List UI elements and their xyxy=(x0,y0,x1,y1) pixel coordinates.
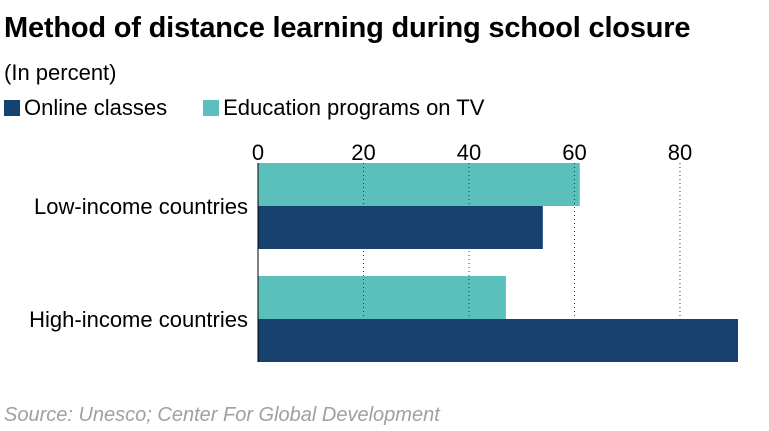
x-tick-label-80: 80 xyxy=(668,140,692,165)
chart-title: Method of distance learning during schoo… xyxy=(4,12,691,44)
category-label-high-income: High-income countries xyxy=(29,307,248,332)
legend-label-education-tv: Education programs on TV xyxy=(223,95,485,120)
bar-education-tv-high-income xyxy=(258,276,506,319)
x-tick-label-40: 40 xyxy=(457,140,481,165)
chart-legend: Online classes Education programs on TV xyxy=(4,94,520,122)
bar-online-classes-high-income xyxy=(258,319,738,362)
legend-label-online-classes: Online classes xyxy=(24,95,168,120)
category-label-low-income: Low-income countries xyxy=(34,194,248,219)
chart-subtitle: (In percent) xyxy=(4,60,117,85)
legend-swatch-education-tv xyxy=(203,100,220,116)
x-tick-label-0: 0 xyxy=(252,140,264,165)
x-tick-label-60: 60 xyxy=(562,140,586,165)
legend-item-education-tv: Education programs on TV xyxy=(203,95,484,121)
bar-education-tv-low-income xyxy=(258,163,580,206)
legend-item-online-classes: Online classes xyxy=(4,95,167,121)
legend-swatch-online-classes xyxy=(4,100,20,116)
bar-chart: 0 20 40 60 80 Low-income countries High-income… xyxy=(29,140,738,362)
x-tick-label-20: 20 xyxy=(351,140,375,165)
source-note: Source: Unesco; Center For Global Develo… xyxy=(4,404,440,426)
bar-online-classes-low-income xyxy=(258,206,543,249)
